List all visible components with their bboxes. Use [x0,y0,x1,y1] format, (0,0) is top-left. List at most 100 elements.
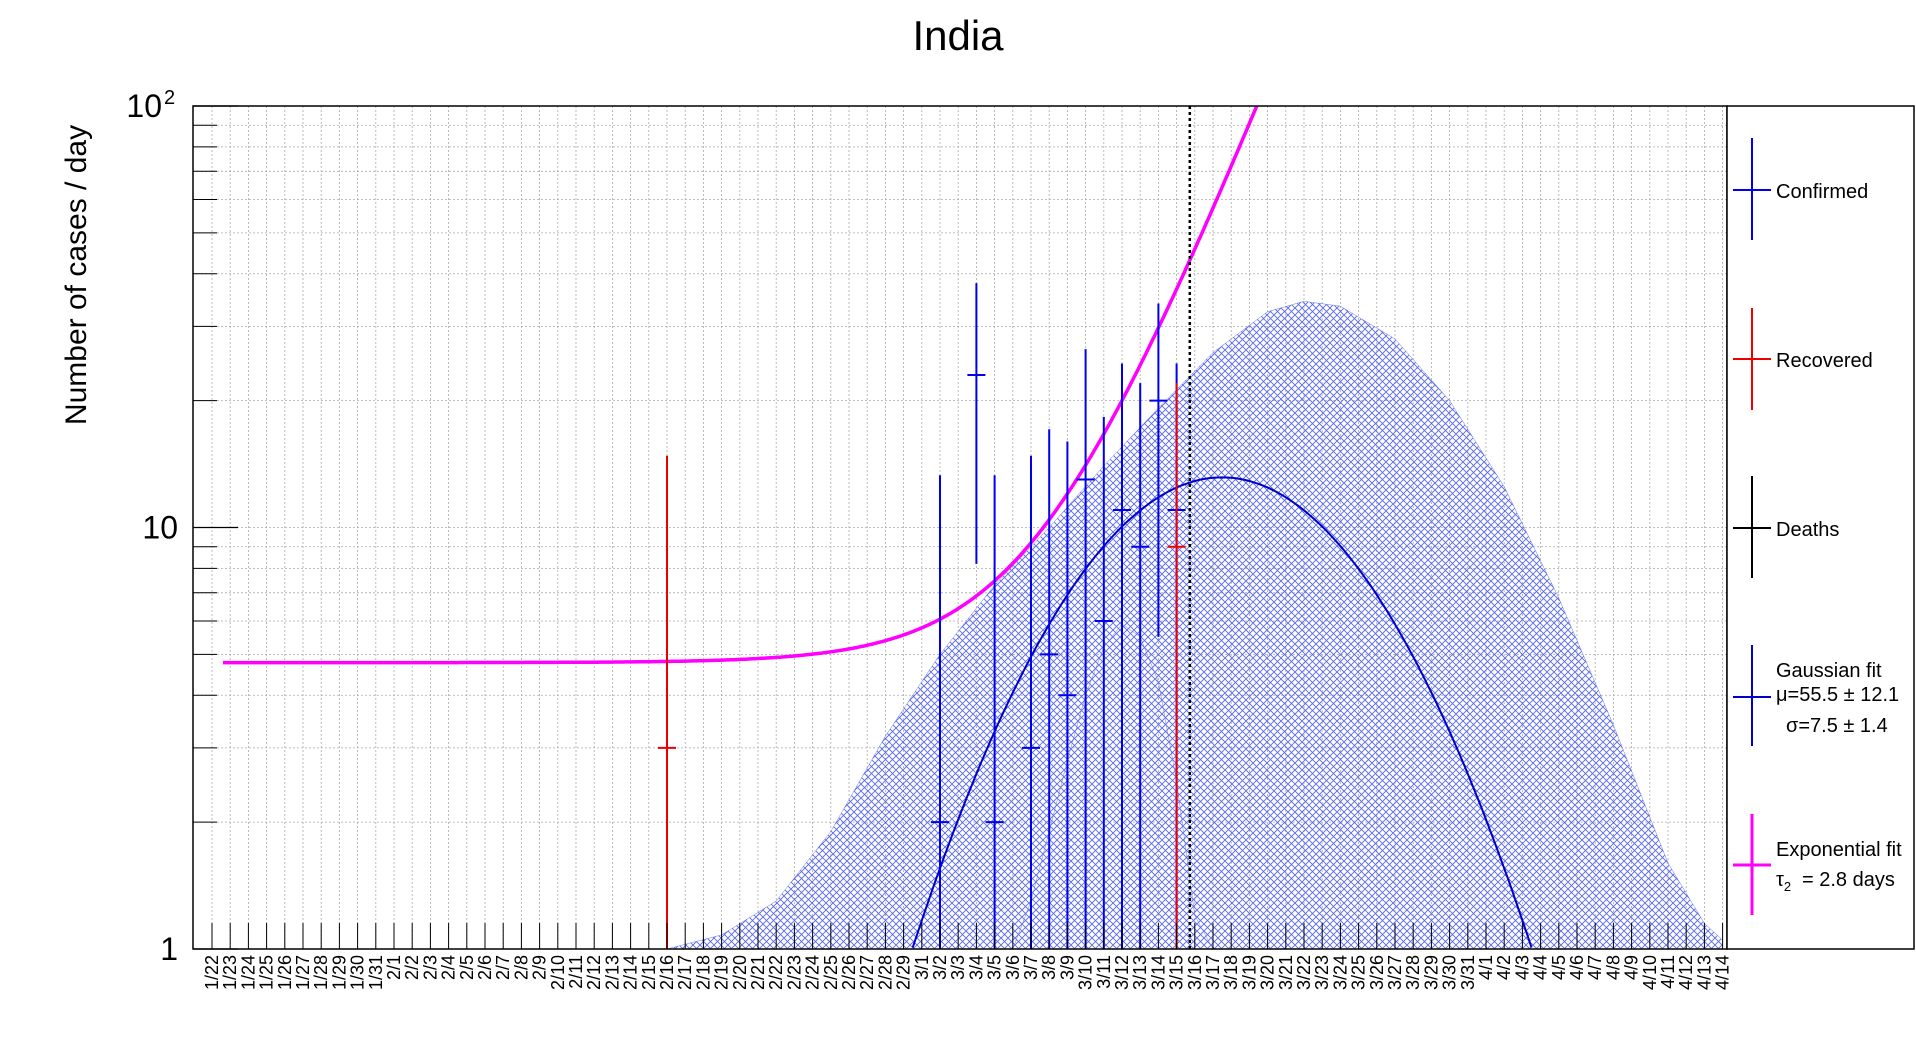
x-tick-label: 4/8 [1603,955,1623,980]
x-tick-label: 3/7 [1021,955,1041,980]
x-tick-label: 3/9 [1057,955,1077,980]
chart-title: India [912,12,1004,59]
x-tick-label: 3/29 [1421,955,1441,990]
x-tick-label: 1/23 [220,955,240,990]
x-tick-label: 2/7 [493,955,513,980]
y-axis-label: Number of cases / day [60,125,93,425]
x-tick-label: 2/23 [784,955,804,990]
x-tick-label: 1/26 [275,955,295,990]
x-tick-label: 3/11 [1094,955,1114,989]
x-tick-label: 3/20 [1258,955,1278,990]
x-tick-label: 2/20 [730,955,750,990]
x-tick-label: 3/23 [1312,955,1332,990]
x-tick-label: 3/21 [1276,955,1296,990]
y-tick-label: 10 [126,88,162,124]
x-tick-label: 3/13 [1130,955,1150,990]
legend-exponential-tau: = 2.8 days [1802,869,1895,891]
x-tick-label: 2/10 [548,955,568,990]
x-tick-label: 3/27 [1385,955,1405,990]
x-tick-label: 2/21 [748,955,768,990]
x-tick-label: 1/29 [329,955,349,990]
axes: 1/221/231/241/251/261/271/281/291/301/31… [126,87,1732,990]
x-tick-label: 3/12 [1112,955,1132,990]
data-point-confirmed [1113,363,1131,949]
x-tick-label: 2/4 [439,955,459,980]
data-point-recovered [1167,383,1186,949]
x-tick-label: 4/1 [1476,955,1496,980]
legend-recovered: Recovered [1733,308,1873,410]
x-tick-label: 3/31 [1458,955,1478,990]
x-tick-label: 2/17 [675,955,695,990]
x-tick-label: 4/11 [1658,955,1678,989]
gaussian-fit-curve [911,476,1533,948]
x-tick-label: 4/2 [1494,955,1514,980]
x-tick-label: 4/14 [1713,955,1733,990]
y-tick-label: 10 [142,510,178,546]
x-tick-label: 3/19 [1239,955,1259,990]
data-point-confirmed [1149,303,1168,637]
legend-confirmed-label: Confirmed [1776,181,1868,203]
data-point-confirmed [967,283,986,564]
x-tick-label: 2/1 [384,955,404,980]
x-tick-label: 2/16 [657,955,677,990]
x-tick-label: 4/4 [1531,955,1551,980]
x-tick-label: 3/8 [1039,955,1059,980]
data-point-confirmed [1076,349,1095,949]
x-tick-label: 3/17 [1203,955,1223,990]
x-tick-label: 4/9 [1622,955,1642,980]
data-point-confirmed [1094,416,1113,949]
x-tick-label: 2/24 [803,955,823,990]
x-tick-label: 3/25 [1349,955,1369,990]
legend-gaussian-sigma: σ=7.5 ± 1.4 [1786,715,1888,737]
data-point-confirmed [1022,455,1040,949]
legend-exponential-label: Exponential fit [1776,839,1902,861]
x-tick-label: 3/2 [930,955,950,980]
legend-gaussian-label: Gaussian fit [1776,660,1882,682]
exponential-fit-curve [222,106,1259,665]
x-tick-label: 3/6 [1003,955,1023,980]
data-points [658,283,1186,949]
x-tick-label: 3/14 [1148,955,1168,990]
x-tick-label: 4/7 [1585,955,1605,980]
data-point-confirmed [1040,429,1059,949]
gaussian-band-area [666,301,1723,949]
x-tick-label: 3/5 [985,955,1005,980]
x-tick-label: 3/16 [1185,955,1205,990]
x-tick-label: 1/28 [311,955,331,990]
x-tick-label: 2/12 [584,955,604,990]
x-tick-label: 2/28 [875,955,895,990]
x-tick-label: 2/3 [420,955,440,980]
x-tick-label: 1/31 [366,955,386,990]
x-tick-label: 1/22 [202,955,222,990]
gaussian-band [666,301,1723,949]
legend-deaths-label: Deaths [1776,519,1839,541]
x-tick-label: 2/19 [712,955,732,990]
x-tick-label: 3/26 [1367,955,1387,990]
x-tick-label: 3/10 [1076,955,1096,990]
y-tick-label-exponent: 2 [164,87,175,109]
data-point-confirmed [931,475,949,949]
x-tick-label: 2/11 [566,955,586,989]
x-tick-label: 1/27 [293,955,313,990]
data-point-confirmed [1131,383,1150,949]
fit-curves [222,106,1533,948]
data-point-recovered [658,455,676,949]
data-point-confirmed [985,475,1004,949]
x-tick-label: 2/8 [511,955,531,980]
data-point-confirmed [1058,441,1077,949]
legend-gaussian-mu: μ=55.5 ± 12.1 [1776,684,1899,706]
x-tick-label: 3/24 [1330,955,1350,990]
legend: Confirmed Recovered Deaths Gaussian fit … [1726,105,1915,950]
x-tick-label: 2/27 [857,955,877,990]
x-tick-label: 3/3 [948,955,968,980]
y-tick-label: 1 [160,931,178,967]
x-tick-label: 2/18 [693,955,713,990]
x-tick-label: 3/15 [1167,955,1187,990]
x-tick-label: 2/13 [602,955,622,990]
x-tick-label: 2/22 [766,955,786,990]
x-tick-label: 2/29 [894,955,914,990]
x-tick-label: 2/26 [839,955,859,990]
x-tick-label: 1/30 [348,955,368,990]
x-tick-label: 4/6 [1567,955,1587,980]
